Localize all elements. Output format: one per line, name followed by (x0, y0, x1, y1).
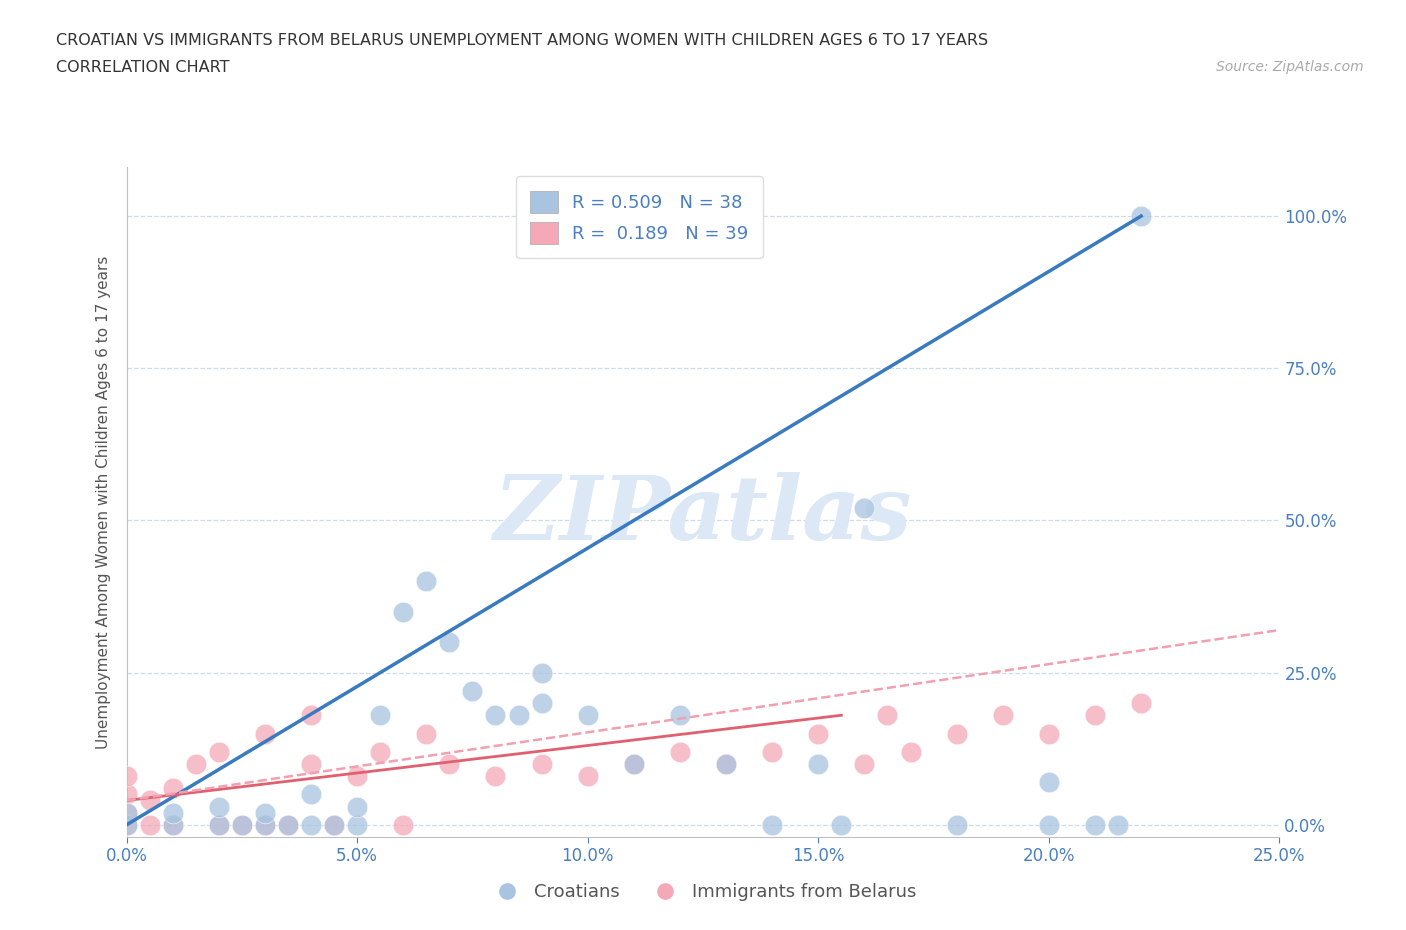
Point (323, 817, 346, 832)
Point (415, 726, 437, 741)
Point (1084, 708, 1107, 723)
Point (138, 817, 160, 832)
Point (1038, 726, 1060, 741)
Point (346, 817, 368, 832)
Point (138, 793, 160, 808)
Point (853, 501, 876, 516)
Point (346, 799, 368, 814)
Point (807, 756, 830, 771)
Point (1038, 817, 1060, 832)
Point (576, 769, 599, 784)
Point (761, 744, 783, 759)
Point (807, 726, 830, 741)
Point (945, 726, 967, 741)
Point (1038, 775, 1060, 790)
Point (945, 817, 967, 832)
Point (439, 756, 461, 771)
Point (162, 817, 184, 832)
Point (253, 726, 276, 741)
Point (900, 744, 922, 759)
Point (115, 817, 138, 832)
Point (714, 756, 737, 771)
Point (530, 665, 553, 680)
Point (1130, 696, 1153, 711)
Point (299, 817, 322, 832)
Point (623, 756, 645, 771)
Point (368, 744, 391, 759)
Point (208, 744, 231, 759)
Point (115, 769, 138, 784)
Point (231, 817, 253, 832)
Point (484, 708, 506, 723)
Point (991, 708, 1014, 723)
Point (761, 817, 783, 832)
Point (1107, 817, 1129, 832)
Point (484, 769, 506, 784)
Point (392, 817, 415, 832)
Point (299, 756, 322, 771)
Point (530, 756, 553, 771)
Point (162, 781, 184, 796)
Point (669, 708, 692, 723)
Point (115, 805, 138, 820)
Point (439, 635, 461, 650)
Point (162, 805, 184, 820)
Point (253, 805, 276, 820)
Point (277, 817, 299, 832)
Point (876, 708, 898, 723)
Point (231, 817, 253, 832)
Text: ZIPatlas: ZIPatlas (495, 472, 911, 559)
Point (208, 817, 231, 832)
Text: CROATIAN VS IMMIGRANTS FROM BELARUS UNEMPLOYMENT AMONG WOMEN WITH CHILDREN AGES : CROATIAN VS IMMIGRANTS FROM BELARUS UNEM… (56, 33, 988, 47)
Point (669, 744, 692, 759)
Point (162, 817, 184, 832)
Text: Source: ZipAtlas.com: Source: ZipAtlas.com (1216, 60, 1364, 74)
Point (208, 799, 231, 814)
Point (115, 787, 138, 802)
Point (1130, 208, 1153, 223)
Legend: Croatians, Immigrants from Belarus: Croatians, Immigrants from Belarus (482, 876, 924, 909)
Point (368, 708, 391, 723)
Point (253, 817, 276, 832)
Point (415, 574, 437, 589)
Point (1084, 817, 1107, 832)
Point (508, 708, 530, 723)
Point (115, 805, 138, 820)
Point (346, 769, 368, 784)
Point (392, 604, 415, 619)
Point (530, 696, 553, 711)
Point (115, 817, 138, 832)
Point (299, 708, 322, 723)
Point (277, 817, 299, 832)
Text: CORRELATION CHART: CORRELATION CHART (56, 60, 229, 75)
Point (623, 756, 645, 771)
Point (576, 708, 599, 723)
Point (253, 817, 276, 832)
Point (208, 817, 231, 832)
Point (184, 756, 207, 771)
Point (714, 756, 737, 771)
Y-axis label: Unemployment Among Women with Children Ages 6 to 17 years: Unemployment Among Women with Children A… (96, 256, 111, 749)
Point (323, 817, 346, 832)
Point (830, 817, 852, 832)
Point (853, 756, 876, 771)
Point (299, 787, 322, 802)
Point (461, 684, 484, 698)
